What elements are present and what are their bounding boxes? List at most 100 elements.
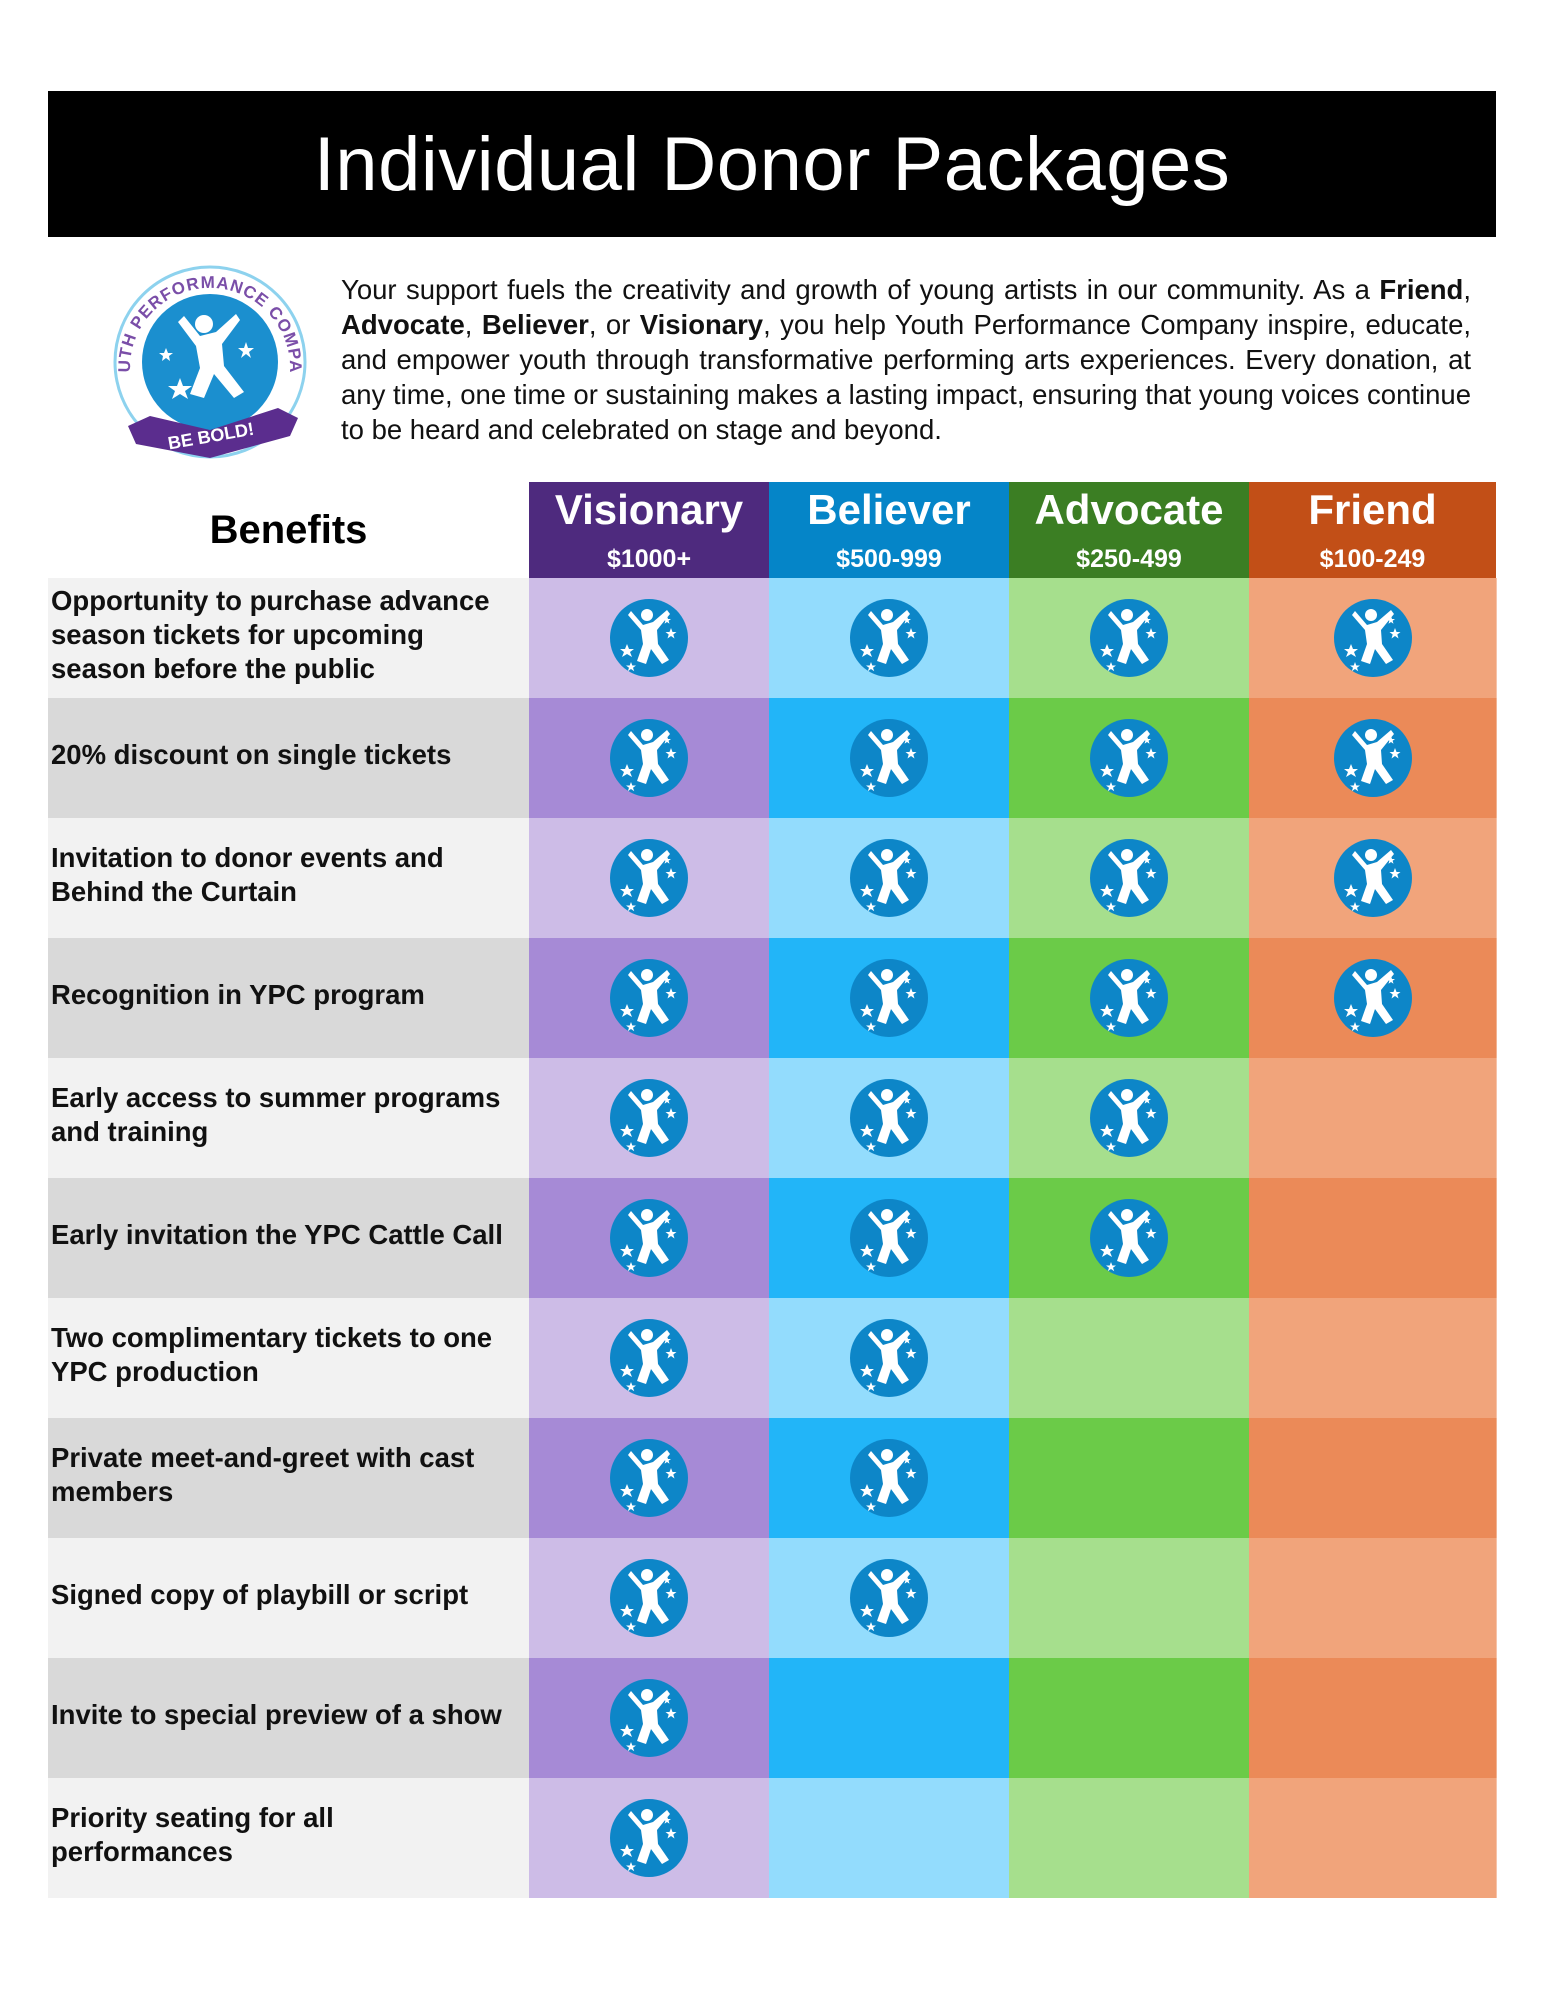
- table-row: Early invitation the YPC Cattle Call: [48, 1178, 1497, 1298]
- table-row: Opportunity to purchase advance season t…: [48, 578, 1497, 698]
- included-badge-icon: [1089, 718, 1169, 798]
- benefit-label: Invitation to donor events and Behind th…: [48, 818, 529, 938]
- tier-cell-advocate: [1009, 1178, 1250, 1298]
- tier-cell-believer: [769, 578, 1010, 698]
- included-badge-icon: [609, 1078, 689, 1158]
- tier-cell-friend: [1249, 1178, 1497, 1298]
- table-row: Private meet-and-greet with cast members: [48, 1418, 1497, 1538]
- tier-name: Visionary: [554, 486, 744, 533]
- included-badge-icon: [1333, 598, 1413, 678]
- tier-cell-friend: [1249, 1418, 1497, 1538]
- included-badge-icon: [1333, 718, 1413, 798]
- tier-header-visionary: Visionary $1000+: [529, 482, 769, 578]
- tier-name: Advocate: [1034, 486, 1224, 533]
- tier-cell-advocate: [1009, 818, 1250, 938]
- table-row: 20% discount on single tickets: [48, 698, 1497, 818]
- tier-cell-believer: [769, 1298, 1010, 1418]
- table-row: Invitation to donor events and Behind th…: [48, 818, 1497, 938]
- included-badge-icon: [609, 598, 689, 678]
- table-row: Signed copy of playbill or script: [48, 1538, 1497, 1658]
- tier-cell-visionary: [529, 1418, 770, 1538]
- tier-cell-visionary: [529, 1538, 770, 1658]
- tier-cell-friend: [1249, 1538, 1497, 1658]
- included-badge-icon: [849, 718, 929, 798]
- tier-cell-believer: [769, 1778, 1010, 1898]
- tier-cell-friend: [1249, 578, 1497, 698]
- tier-cell-visionary: [529, 1058, 770, 1178]
- tier-cell-believer: [769, 818, 1010, 938]
- included-badge-icon: [849, 958, 929, 1038]
- benefit-label: 20% discount on single tickets: [48, 698, 529, 818]
- tier-cell-visionary: [529, 818, 770, 938]
- included-badge-icon: [849, 1078, 929, 1158]
- benefit-label: Private meet-and-greet with cast members: [48, 1418, 529, 1538]
- tier-cell-visionary: [529, 1778, 770, 1898]
- tier-cell-advocate: [1009, 1778, 1250, 1898]
- tier-cell-advocate: [1009, 698, 1250, 818]
- included-badge-icon: [1333, 838, 1413, 918]
- included-badge-icon: [1089, 1078, 1169, 1158]
- tier-name: Believer: [807, 486, 971, 533]
- included-badge-icon: [849, 1438, 929, 1518]
- included-badge-icon: [1089, 1198, 1169, 1278]
- tier-cell-visionary: [529, 698, 770, 818]
- benefit-label: Recognition in YPC program: [48, 938, 529, 1058]
- tier-cell-believer: [769, 1418, 1010, 1538]
- ypc-logo: YOUTH PERFORMANCE COMPANY BE BOLD!: [93, 243, 320, 478]
- benefit-label: Invite to special preview of a show: [48, 1658, 529, 1778]
- benefit-label: Early access to summer programs and trai…: [48, 1058, 529, 1178]
- tier-cell-visionary: [529, 938, 770, 1058]
- tier-cell-visionary: [529, 1178, 770, 1298]
- tier-header-friend: Friend $100-249: [1249, 482, 1496, 578]
- tier-cell-friend: [1249, 1658, 1497, 1778]
- tier-cell-advocate: [1009, 1058, 1250, 1178]
- benefits-column-header: Benefits: [209, 507, 368, 552]
- included-badge-icon: [849, 1558, 929, 1638]
- tier-cell-visionary: [529, 578, 770, 698]
- tier-cell-believer: [769, 1058, 1010, 1178]
- tier-range: $100-249: [1319, 545, 1426, 573]
- tier-cell-advocate: [1009, 578, 1250, 698]
- table-row: Invite to special preview of a show: [48, 1658, 1497, 1778]
- included-badge-icon: [1089, 958, 1169, 1038]
- included-badge-icon: [609, 718, 689, 798]
- tier-cell-advocate: [1009, 1538, 1250, 1658]
- tier-range: $500-999: [836, 545, 942, 573]
- tier-range: $1000+: [606, 545, 692, 573]
- tier-range: $250-499: [1076, 545, 1182, 573]
- table-row: Recognition in YPC program: [48, 938, 1497, 1058]
- tier-cell-friend: [1249, 698, 1497, 818]
- included-badge-icon: [849, 1198, 929, 1278]
- tier-name: Friend: [1308, 486, 1437, 533]
- included-badge-icon: [609, 838, 689, 918]
- benefit-label: Priority seating for all performances: [48, 1778, 529, 1898]
- benefit-label: Early invitation the YPC Cattle Call: [48, 1178, 529, 1298]
- benefit-label: Signed copy of playbill or script: [48, 1538, 529, 1658]
- included-badge-icon: [609, 1198, 689, 1278]
- included-badge-icon: [1089, 598, 1169, 678]
- tier-cell-believer: [769, 1178, 1010, 1298]
- tier-cell-advocate: [1009, 938, 1250, 1058]
- included-badge-icon: [1333, 958, 1413, 1038]
- tier-cell-believer: [769, 698, 1010, 818]
- tier-cell-friend: [1249, 1778, 1497, 1898]
- included-badge-icon: [849, 838, 929, 918]
- included-badge-icon: [849, 1318, 929, 1398]
- included-badge-icon: [849, 598, 929, 678]
- included-badge-icon: [609, 1798, 689, 1878]
- benefit-label: Two complimentary tickets to one YPC pro…: [48, 1298, 529, 1418]
- included-badge-icon: [609, 1678, 689, 1758]
- benefit-label: Opportunity to purchase advance season t…: [48, 578, 529, 698]
- included-badge-icon: [609, 958, 689, 1038]
- table-row: Early access to summer programs and trai…: [48, 1058, 1497, 1178]
- page-title: Individual Donor Packages: [48, 91, 1496, 237]
- tier-cell-friend: [1249, 1298, 1497, 1418]
- tier-cell-advocate: [1009, 1658, 1250, 1778]
- tier-header-advocate: Advocate $250-499: [1009, 482, 1249, 578]
- tier-header-believer: Believer $500-999: [769, 482, 1009, 578]
- tier-cell-friend: [1249, 818, 1497, 938]
- tier-cell-advocate: [1009, 1418, 1250, 1538]
- tier-cell-friend: [1249, 1058, 1497, 1178]
- tier-cell-believer: [769, 938, 1010, 1058]
- tier-cell-advocate: [1009, 1298, 1250, 1418]
